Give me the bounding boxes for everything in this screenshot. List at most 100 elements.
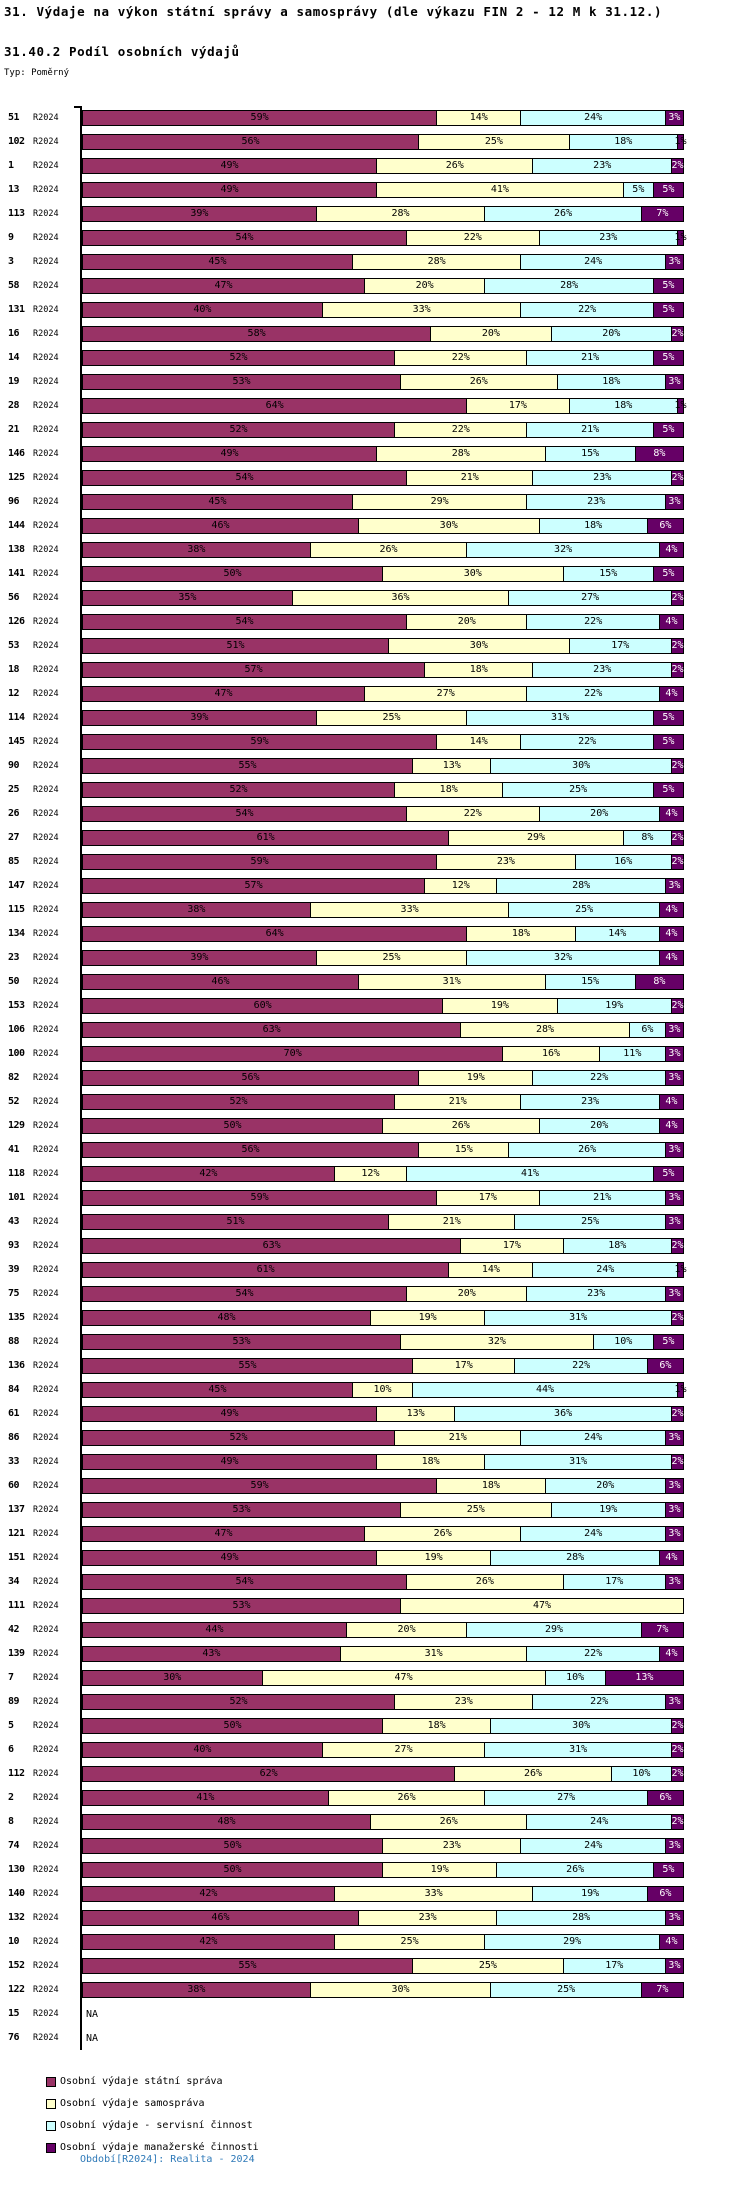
bar-segment-samosprava: 19% [443,998,558,1014]
segment-value-label: 55% [238,1960,257,1971]
segment-value-label: 3% [668,112,681,123]
bar-segment-manazerske-cinnosti: 3% [665,1142,684,1158]
segment-value-label: 2% [671,640,684,651]
bar-segment-statni-sprava: 45% [82,254,353,270]
row-category-label: 84 [8,1384,20,1395]
row-category-label: 135 [8,1312,25,1323]
row-period-label: R2024 [33,881,59,891]
stacked-bar: 49% 28% 15% 8% [82,446,684,462]
row-category-label: 130 [8,1864,25,1875]
row-category-label: 141 [8,568,25,579]
bar-segment-manazerske-cinnosti: 4% [659,1094,684,1110]
segment-value-label: 5% [662,184,675,195]
stacked-bar: 61% 29% 8% 2% [82,830,684,846]
segment-value-label: 20% [397,1624,416,1635]
bar-segment-samosprava: 26% [383,1118,540,1134]
bar-segment-servisni-cinnost: 23% [527,494,666,510]
row-category-label: 50 [8,976,20,987]
stacked-bar: 50% 18% 30% 2% [82,1718,684,1734]
segment-value-label: 14% [469,736,488,747]
segment-value-label: 26% [578,1144,597,1155]
segment-value-label: 6% [659,1888,672,1899]
bar-segment-manazerske-cinnosti: 3% [665,1022,684,1038]
row-period-label: R2024 [33,1841,59,1851]
segment-value-label: 46% [211,976,230,987]
bar-segment-manazerske-cinnosti: 3% [665,1574,684,1590]
row-period-label: R2024 [33,1169,59,1179]
bar-segment-servisni-cinnost: 24% [527,1814,672,1830]
row-period-label: R2024 [33,329,59,339]
segment-value-label: 49% [220,160,239,171]
stacked-bar: 39% 25% 32% 4% [82,950,684,966]
row-period-label: R2024 [33,1577,59,1587]
row-category-label: 100 [8,1048,25,1059]
chart-row: 85 R2024 59% 23% 16% 2% [0,850,750,874]
bar-segment-statni-sprava: 52% [82,1094,396,1110]
row-period-label: R2024 [33,1553,59,1563]
bar-segment-manazerske-cinnosti: 2% [671,326,684,342]
stacked-bar: 57% 18% 23% 2% [82,662,684,678]
segment-value-label: 45% [208,1384,227,1395]
bar-segment-manazerske-cinnosti: 3% [665,1958,684,1974]
bar-segment-manazerske-cinnosti: 1% [674,134,687,150]
row-category-label: 132 [8,1912,25,1923]
segment-value-label: 31% [569,1744,588,1755]
bar-segment-statni-sprava: 43% [82,1646,341,1662]
segment-value-label: 45% [208,496,227,507]
stacked-bar: 45% 10% 44% 1% [82,1382,686,1398]
chart-row: 88 R2024 53% 32% 10% 5% [0,1330,750,1354]
bar-segment-samosprava: 47% [262,1670,546,1686]
bar-segment-servisni-cinnost: 30% [491,1718,672,1734]
row-category-label: 111 [8,1600,25,1611]
bar-segment-statni-sprava: 59% [82,1478,438,1494]
chart-row: 130 R2024 50% 19% 26% 5% [0,1858,750,1882]
row-category-label: 74 [8,1840,20,1851]
segment-value-label: 20% [590,808,609,819]
bar-segment-statni-sprava: 47% [82,278,365,294]
bar-segment-manazerske-cinnosti: 1% [674,1262,686,1278]
segment-value-label: 59% [250,1192,269,1203]
y-axis-top-tick [74,106,82,108]
bar-segment-manazerske-cinnosti: 3% [665,1046,684,1062]
bar-segment-samosprava: 20% [431,326,552,342]
segment-value-label: 1% [674,400,687,411]
stacked-bar: 42% 12% 41% 5% [82,1166,684,1182]
segment-value-label: 18% [614,136,633,147]
row-period-label: R2024 [33,113,59,123]
bar-segment-servisni-cinnost: 15% [545,446,636,462]
segment-value-label: 39% [190,208,209,219]
row-category-label: 114 [8,712,25,723]
chart-row: 76 R2024 NA [0,2026,750,2050]
bar-segment-servisni-cinnost: 22% [515,1358,648,1374]
chart-row: 18 R2024 57% 18% 23% 2% [0,658,750,682]
segment-value-label: 6% [659,520,672,531]
bar-segment-samosprava: 32% [401,1334,594,1350]
segment-value-label: 47% [394,1672,413,1683]
bar-segment-manazerske-cinnosti: 2% [671,1406,684,1422]
segment-value-label: 3% [668,1432,681,1443]
bar-segment-servisni-cinnost: 32% [467,542,660,558]
bar-segment-manazerske-cinnosti: 2% [671,1238,684,1254]
row-category-label: 76 [8,2032,20,2043]
segment-value-label: 22% [584,688,603,699]
segment-value-label: 25% [400,1936,419,1947]
bar-segment-manazerske-cinnosti: 2% [671,1718,684,1734]
row-period-label: R2024 [33,1025,59,1035]
bar-segment-servisni-cinnost: 17% [563,1574,666,1590]
row-category-label: 1 [8,160,14,171]
row-period-label: R2024 [33,1793,59,1803]
segment-value-label: 52% [229,784,248,795]
row-category-label: 9 [8,232,14,243]
segment-value-label: 14% [608,928,627,939]
segment-value-label: 5% [662,784,675,795]
row-period-label: R2024 [33,1745,59,1755]
stacked-bar: 55% 25% 17% 3% [82,1958,684,1974]
row-category-label: 33 [8,1456,20,1467]
segment-value-label: 22% [578,736,597,747]
bar-segment-servisni-cinnost: 14% [575,926,660,942]
bar-segment-samosprava: 25% [413,1958,564,1974]
chart-row: 106 R2024 63% 28% 6% 3% [0,1018,750,1042]
stacked-bar: 40% 27% 31% 2% [82,1742,684,1758]
bar-segment-servisni-cinnost: 11% [599,1046,666,1062]
stacked-bar: 63% 17% 18% 2% [82,1238,684,1254]
